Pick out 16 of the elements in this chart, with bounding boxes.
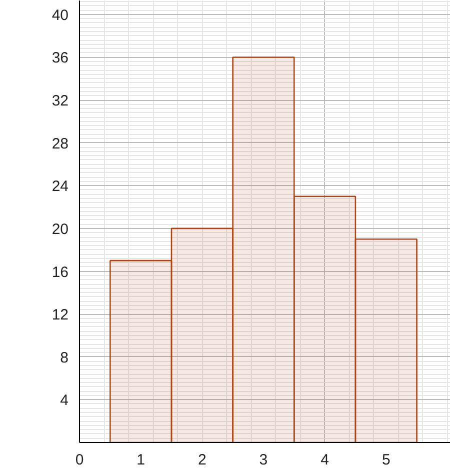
y-tick-label: 12 xyxy=(52,306,69,324)
x-tick-label: 1 xyxy=(136,452,145,468)
y-tick-label: 32 xyxy=(52,92,69,110)
y-tick-label: 4 xyxy=(60,392,68,410)
x-tick-label: 3 xyxy=(259,452,268,468)
x-tick-label: 4 xyxy=(320,452,329,468)
x-tick-label: 2 xyxy=(198,452,206,468)
y-tick-label: 40 xyxy=(52,6,69,24)
y-tick-label: 8 xyxy=(60,349,68,366)
x-tick-label: 5 xyxy=(382,452,390,468)
y-tick-label: 16 xyxy=(52,264,69,281)
y-tick-label: 20 xyxy=(52,220,69,238)
y-tick-label: 28 xyxy=(52,135,69,152)
x-tick-label: 0 xyxy=(75,452,84,468)
y-tick-label: 24 xyxy=(52,178,69,196)
y-tick-label: 36 xyxy=(52,50,69,67)
